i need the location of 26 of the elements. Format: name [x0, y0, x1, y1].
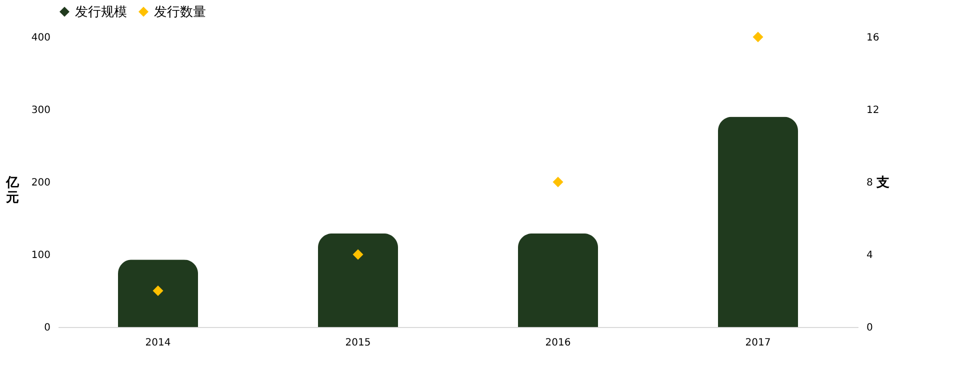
y-tick-label: 300	[31, 105, 50, 116]
y2-axis-title: 支	[876, 176, 890, 190]
y-axis-title: 亿元	[4, 176, 20, 206]
legend-label: 发行规模	[75, 4, 127, 20]
x-tick-label: 2017	[745, 338, 771, 348]
y-tick-label: 100	[31, 250, 50, 261]
y-tick-label: 400	[31, 32, 50, 44]
bar	[318, 233, 398, 327]
x-tick-label: 2014	[145, 338, 171, 348]
y2-tick-label: 8	[866, 178, 873, 188]
y2-tick-label: 16	[866, 32, 880, 44]
y-tick-label: 200	[31, 178, 50, 188]
point	[152, 286, 164, 296]
bar	[118, 260, 198, 327]
point	[352, 249, 364, 260]
y2-tick-label: 4	[866, 250, 873, 261]
point	[752, 32, 764, 42]
y-tick-label: 0	[44, 322, 50, 334]
x-tick-label: 2016	[545, 338, 571, 348]
y2-tick-label: 12	[866, 105, 880, 116]
y2-tick-label: 0	[866, 322, 873, 334]
legend-label: 发行数量	[154, 4, 206, 20]
point	[552, 176, 564, 188]
bar	[718, 116, 798, 327]
bar	[518, 233, 598, 327]
x-tick-label: 2015	[345, 338, 371, 348]
